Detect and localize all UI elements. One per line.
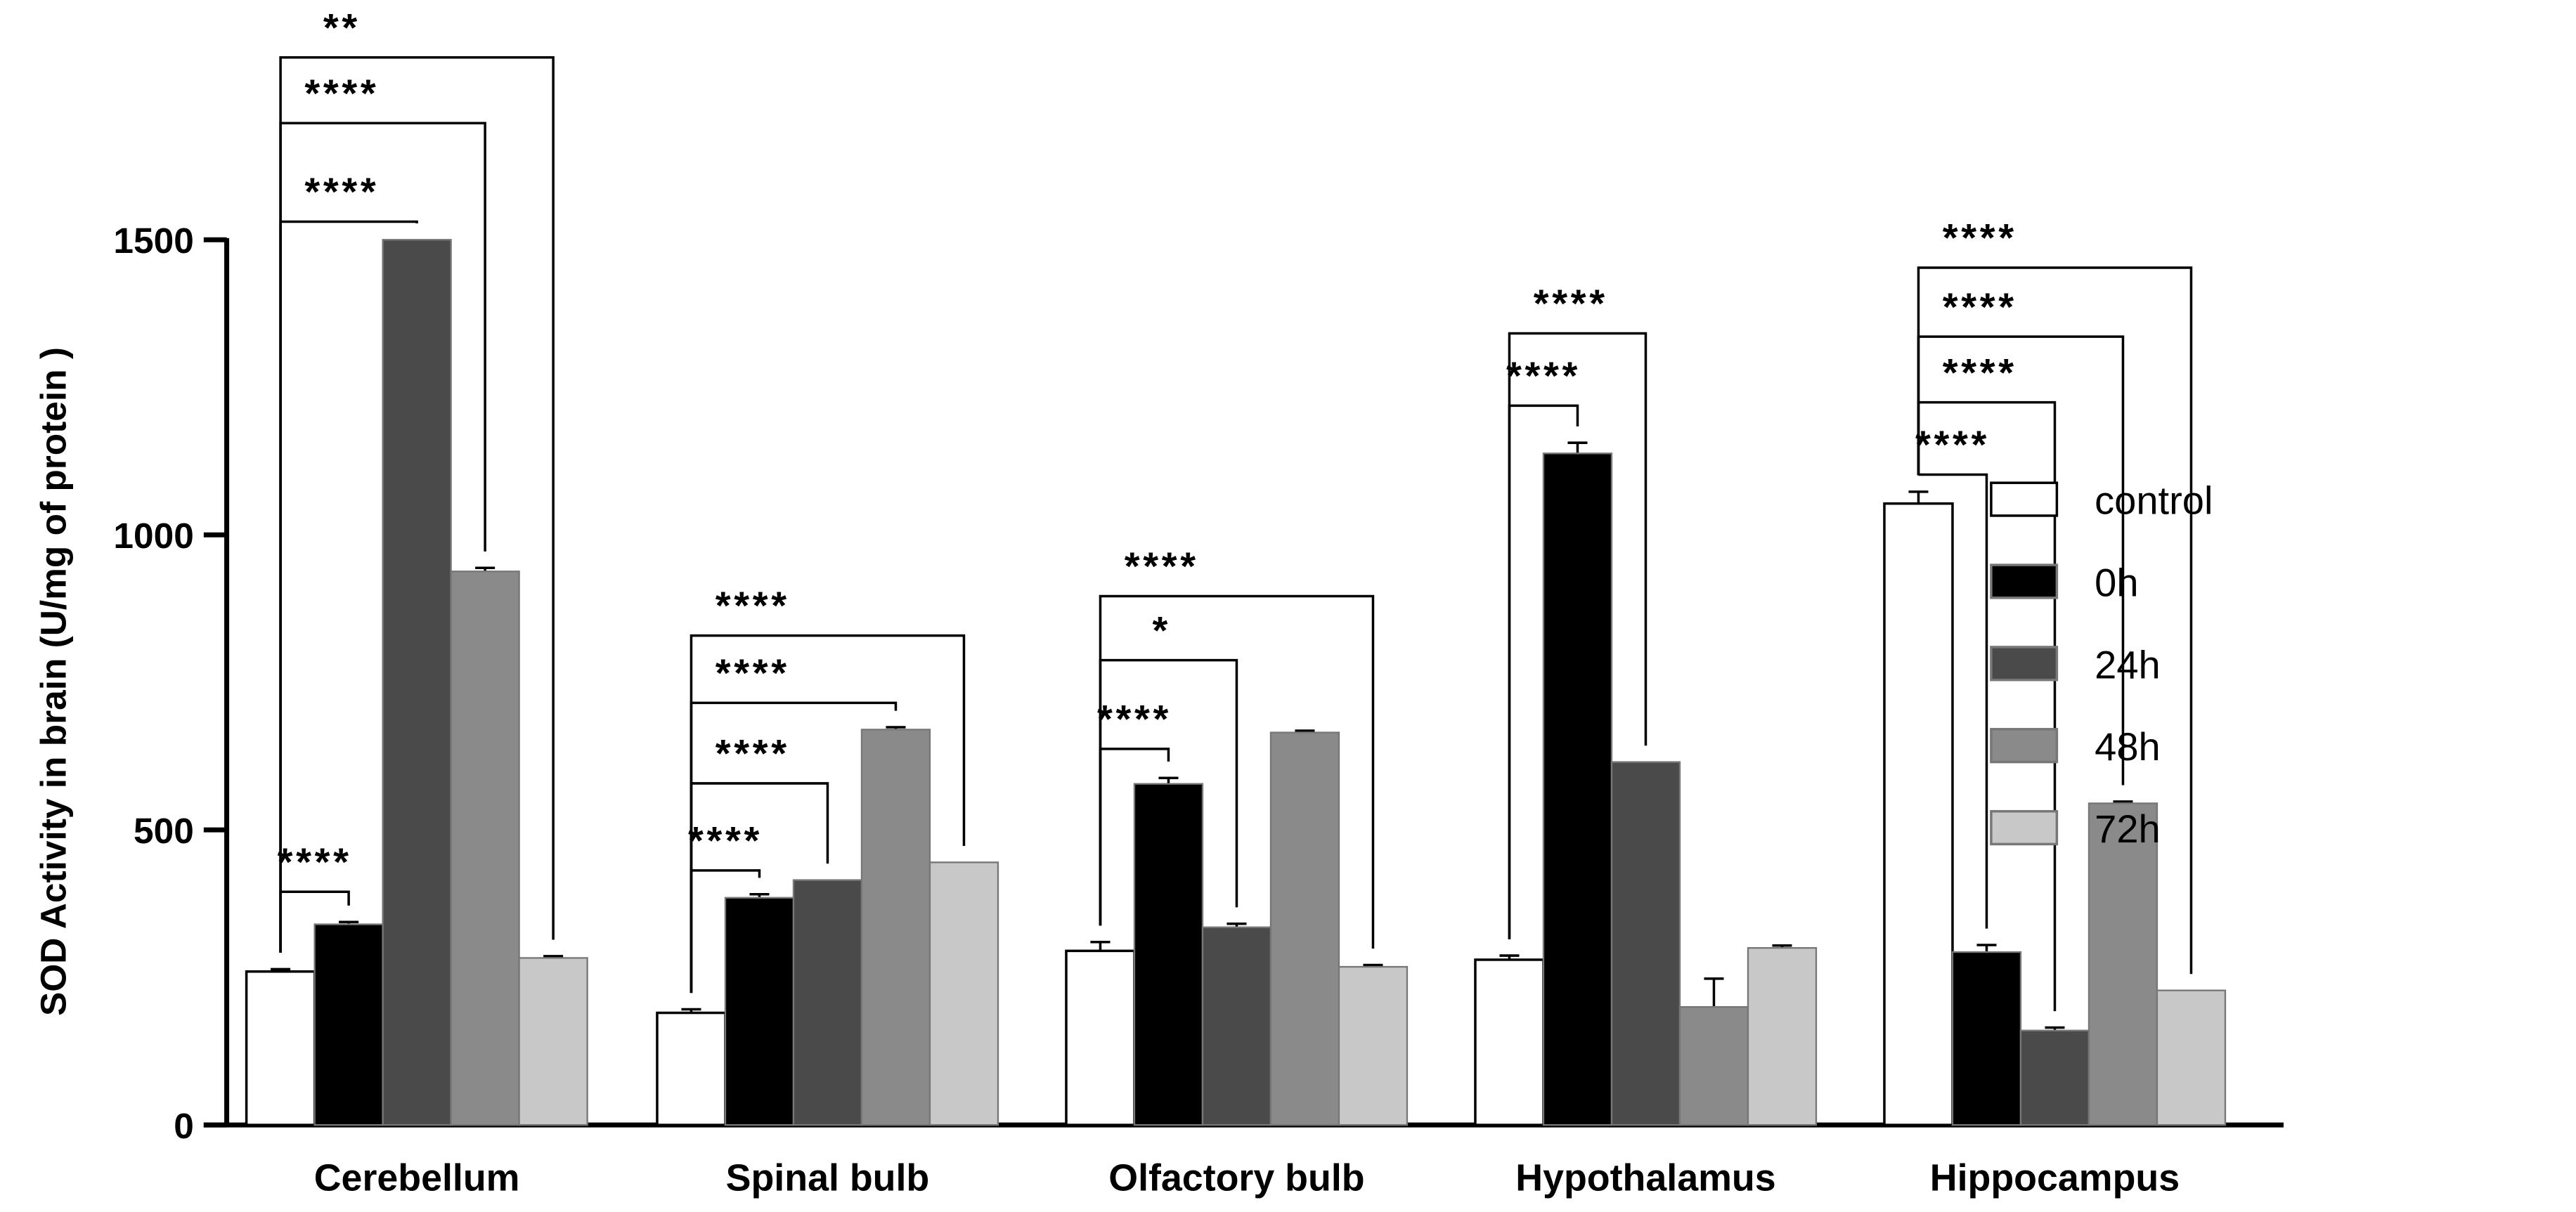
bar-0h (1951, 951, 2022, 1126)
significance-label: **** (1534, 281, 1608, 325)
bar-72h (928, 861, 999, 1126)
bar-0h (724, 897, 795, 1126)
legend-label: 48h (2095, 724, 2161, 769)
bar-control (1474, 958, 1545, 1126)
bar-72h (1338, 965, 1409, 1126)
significance-label: **** (1506, 353, 1581, 398)
axes: 0 500 1000 1500 Cerebellum Spinal bulb Olfacto… (113, 220, 2284, 1199)
bar-72h (1747, 946, 1818, 1126)
legend: control 0h 24h 48h 72h (1990, 478, 2213, 851)
x-tick-label: Hypothalamus (1515, 1157, 1775, 1199)
y-tick-label: 500 (134, 810, 194, 851)
legend-label: 24h (2095, 642, 2161, 686)
x-tick-label: Spinal bulb (726, 1157, 930, 1199)
legend-swatch-0h (1990, 563, 2059, 599)
significance-label: **** (716, 651, 790, 695)
bar-control (1065, 949, 1136, 1126)
bar-0h (313, 923, 384, 1126)
bar-0h (1133, 783, 1204, 1126)
legend-label: 72h (2095, 807, 2161, 851)
y-tick-label: 1500 (113, 220, 193, 261)
significance-label: * (1153, 608, 1171, 652)
significance-label: **** (1097, 696, 1172, 741)
y-axis-label: SOD Activity in brain (U/mg of protein ) (32, 347, 73, 1016)
significance-label: **** (1943, 285, 2017, 329)
bars (245, 239, 2227, 1126)
bar-48h (2088, 802, 2158, 1126)
bar-48h (1269, 731, 1340, 1126)
significance-bracket (690, 634, 966, 993)
significance-brackets: ****************************************… (278, 5, 2193, 1012)
significance-bracket (279, 56, 555, 953)
bar-control (656, 1011, 727, 1126)
significance-bracket (1917, 266, 2193, 975)
bar-48h (450, 571, 520, 1126)
bar-72h (2156, 989, 2227, 1126)
significance-label: **** (304, 169, 379, 214)
significance-label: **** (304, 71, 379, 115)
legend-swatch-control (1990, 481, 2059, 517)
bar-48h (860, 729, 931, 1126)
significance-label: **** (1125, 544, 1199, 588)
y-tick-label: 0 (174, 1105, 194, 1146)
bar-48h (1678, 1005, 1749, 1126)
significance-label: ** (323, 5, 361, 49)
significance-bracket (1508, 332, 1648, 939)
significance-label: **** (1943, 216, 2017, 260)
bar-0h (1542, 452, 1613, 1126)
significance-label: **** (688, 818, 763, 862)
legend-label: 0h (2095, 560, 2138, 604)
legend-swatch-24h (1990, 646, 2059, 682)
significance-label: **** (716, 583, 790, 627)
x-tick-label: Olfactory bulb (1108, 1157, 1364, 1199)
bar-72h (518, 957, 588, 1126)
significance-label: **** (278, 840, 352, 884)
significance-label: **** (1943, 350, 2017, 394)
legend-label: control (2095, 478, 2213, 523)
bar-control (1883, 502, 1954, 1126)
bar-24h (792, 879, 863, 1126)
bar-24h (1610, 761, 1681, 1126)
legend-swatch-72h (1990, 809, 2059, 846)
legend-swatch-48h (1990, 728, 2059, 764)
bar-24h (2019, 1029, 2090, 1126)
bar-24h (1201, 926, 1272, 1126)
significance-label: **** (716, 731, 790, 776)
x-tick-label: Hippocampus (1930, 1157, 2180, 1199)
bar-24h (382, 239, 452, 1126)
bar-control (245, 970, 316, 1126)
y-tick-label: 1000 (113, 515, 193, 556)
significance-bracket (1099, 594, 1375, 949)
significance-label: **** (1915, 422, 1990, 467)
x-tick-label: Cerebellum (314, 1157, 520, 1199)
